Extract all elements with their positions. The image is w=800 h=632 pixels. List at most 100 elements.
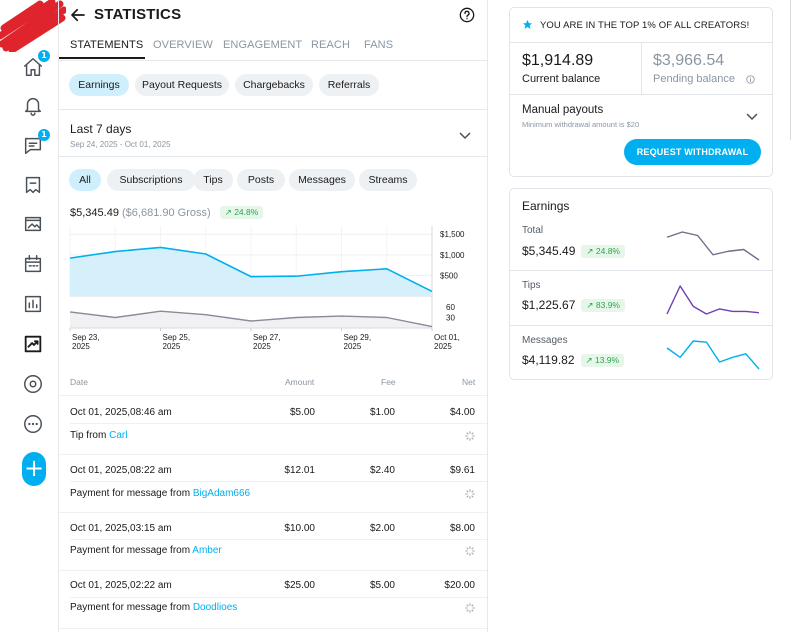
count-area [70, 311, 432, 328]
chevron-down-icon[interactable] [746, 112, 758, 121]
filter-posts[interactable]: Posts [237, 169, 285, 191]
transaction-description: Payment for message from Doodlioes [70, 602, 237, 613]
filter-subscriptions[interactable]: Subscriptions [107, 169, 195, 191]
change-value: 83.9% [595, 300, 620, 310]
bar-chart-icon [24, 295, 42, 313]
transaction-net: $9.61 [449, 465, 475, 476]
user-link[interactable]: Carl [109, 430, 128, 441]
y-tick-label: 30 [446, 314, 455, 323]
y-tick-label: $1,000 [440, 251, 465, 260]
filter-all[interactable]: All [69, 169, 101, 191]
earnings-item-messages[interactable]: Messages $4,119.82 ↗ 13.9% [510, 326, 772, 378]
new-post-button[interactable]: + [22, 452, 46, 486]
divider [59, 512, 487, 513]
transaction-date: Oct 01, 2025,03:15 am [70, 523, 172, 534]
column-header-date: Date [70, 377, 88, 387]
divider [641, 42, 642, 94]
tab-engagement[interactable]: ENGAGEMENT [223, 39, 303, 51]
arrow-left-icon[interactable] [69, 6, 87, 24]
nav-vault[interactable] [20, 211, 46, 237]
earnings-card-title: Earnings [522, 199, 570, 213]
divider [70, 539, 487, 540]
sparkline-path [666, 231, 760, 261]
change-badge: ↗ 24.8% [219, 206, 264, 219]
tab-statements[interactable]: STATEMENTS [70, 39, 144, 51]
change-value: 24.8% [234, 207, 259, 217]
nav-profile[interactable] [20, 371, 46, 397]
filter-streams[interactable]: Streams [359, 169, 417, 191]
nav-collections[interactable] [20, 172, 46, 198]
tab-fans[interactable]: FANS [364, 39, 394, 51]
chat-icon [24, 137, 42, 155]
divider [510, 325, 772, 326]
gross-total: ($6,681.90 Gross) [122, 207, 211, 219]
earnings-item-value: $5,345.49 ↗ 24.8% [522, 244, 625, 258]
top-creator-banner: YOU ARE IN THE TOP 1% OF ALL CREATORS! [510, 8, 772, 43]
column-header-fee: Fee [381, 377, 396, 387]
pending-spinner-icon [465, 431, 475, 441]
change-badge: ↗ 83.9% [581, 299, 625, 312]
nav-more[interactable] [20, 411, 46, 437]
subtab-referrals[interactable]: Referrals [319, 74, 379, 96]
date-range-selector[interactable]: Last 7 days Sep 24, 2025 - Oct 01, 2025 [59, 110, 487, 156]
x-tick-label: Oct 01, [434, 333, 460, 342]
subtab-chargebacks[interactable]: Chargebacks [235, 74, 313, 96]
transaction-date: Oct 01, 2025,08:46 am [70, 407, 172, 418]
user-link[interactable]: BigAdam666 [192, 488, 251, 499]
tips-sparkline [666, 285, 760, 315]
trend-up-icon: ↗ [224, 207, 235, 217]
active-tab-indicator [59, 57, 145, 59]
divider [59, 628, 487, 629]
divider [59, 156, 487, 157]
request-withdrawal-button[interactable]: REQUEST WITHDRAWAL [624, 139, 761, 165]
nav-messages[interactable]: 1 [20, 129, 50, 159]
nav-home[interactable]: 1 [20, 50, 50, 80]
more-circle-icon [24, 415, 42, 433]
transaction-description: Tip from Carl [70, 430, 127, 441]
pending-spinner-icon [465, 546, 475, 556]
transaction-net: $8.00 [449, 523, 475, 534]
transaction-fee: $5.00 [369, 580, 395, 591]
pending-balance-label: Pending balance [653, 73, 735, 85]
transaction-net: $20.00 [444, 580, 475, 591]
user-link[interactable]: Doodlioes [192, 602, 238, 613]
tab-overview[interactable]: OVERVIEW [153, 39, 213, 51]
nav-analytics[interactable] [20, 291, 46, 317]
transaction-type: Payment for message from [70, 545, 191, 556]
user-link[interactable]: Amber [192, 545, 222, 556]
subtab-earnings[interactable]: Earnings [69, 74, 129, 96]
date-range-dates: Sep 24, 2025 - Oct 01, 2025 [70, 140, 171, 149]
y-tick-label: $1,500 [440, 230, 465, 239]
earnings-item-tips[interactable]: Tips $1,225.67 ↗ 83.9% [510, 271, 772, 325]
change-value: 24.8% [595, 246, 620, 256]
transaction-description: Payment for message from BigAdam666 [70, 488, 250, 499]
current-balance-value: $1,914.89 [522, 52, 594, 69]
divider [70, 597, 487, 598]
sparkline-path [666, 285, 760, 315]
filter-tips[interactable]: Tips [193, 169, 233, 191]
tab-reach[interactable]: REACH [311, 39, 351, 51]
earnings-value-text: $5,345.49 [522, 244, 576, 258]
transaction-amount: $10.00 [284, 523, 315, 534]
subtab-payout-requests[interactable]: Payout Requests [135, 74, 229, 96]
earnings-item-total[interactable]: Total $5,345.49 ↗ 24.8% [510, 217, 772, 270]
nav-queue[interactable] [20, 251, 46, 277]
pending-spinner-icon [465, 603, 475, 613]
bookmark-list-icon [25, 176, 41, 194]
transaction-type: Tip from [70, 430, 107, 441]
page-header: STATISTICS [59, 0, 487, 32]
balance-card: YOU ARE IN THE TOP 1% OF ALL CREATORS! $… [509, 7, 773, 177]
nav-notifications[interactable] [20, 92, 46, 118]
scrollbar-edge [790, 0, 800, 140]
transaction-type: Payment for message from [70, 602, 191, 613]
nav-statistics[interactable] [20, 331, 46, 357]
transaction-type: Payment for message from [70, 488, 191, 499]
earnings-card: Earnings Total $5,345.49 ↗ 24.8% Tips $1,… [509, 188, 773, 380]
side-nav: 1 1 + [0, 0, 66, 632]
help-icon[interactable] [459, 7, 475, 23]
earnings-area [70, 247, 432, 296]
info-icon[interactable] [746, 75, 755, 84]
brand-logo [0, 0, 66, 52]
filter-messages[interactable]: Messages [289, 169, 355, 191]
